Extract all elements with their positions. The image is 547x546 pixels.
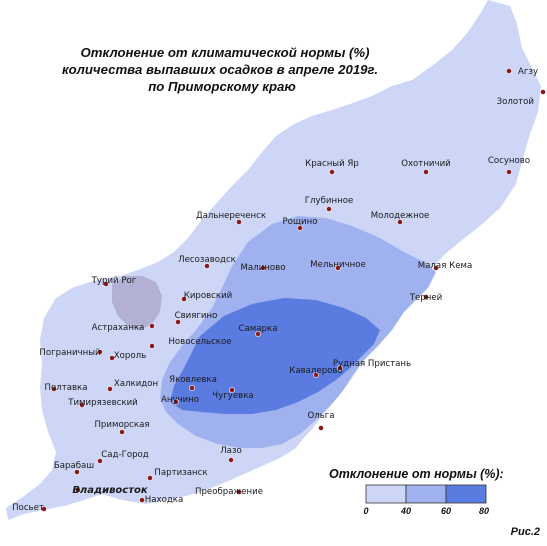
legend-tick-80: 80 [479, 506, 489, 516]
city-26-marker [107, 386, 113, 392]
city-8-marker [297, 225, 303, 231]
city-28-label: Тимирязевский [67, 398, 138, 408]
city-39-marker [139, 497, 145, 503]
city-6-label: Глубинное [305, 196, 354, 206]
city-7-marker [236, 219, 242, 225]
city-17-label: Свиягино [175, 311, 218, 321]
city-25-marker [51, 386, 57, 392]
city-37-marker [75, 487, 81, 493]
city-27-marker [189, 385, 195, 391]
city-1-label: Агзу [518, 67, 538, 77]
city-14-marker [103, 281, 109, 287]
title-line-3: по Приморскому краю [148, 79, 296, 94]
city-35-marker [74, 469, 80, 475]
legend-tick-60: 60 [441, 506, 451, 516]
city-23-marker [337, 365, 343, 371]
city-5-marker [506, 169, 512, 175]
city-21-label: Пограничный [39, 348, 100, 358]
legend-swatch-60-80 [445, 484, 487, 504]
city-36-label: Партизанск [154, 468, 207, 478]
city-28-marker [79, 402, 85, 408]
title-line-1: Отклонение от климатической нормы (%) [80, 45, 369, 60]
city-34-label: Сад-Город [101, 450, 149, 460]
city-27-label: Яковлевка [169, 375, 217, 385]
city-12-label: Мельничное [310, 260, 366, 270]
city-9-label: Молодежное [371, 211, 430, 221]
city-11-label: Малиново [241, 263, 286, 273]
city-14-label: Турий Рог [91, 276, 137, 286]
city-31-label: Приморская [94, 420, 149, 430]
city-3-label: Красный Яр [305, 159, 359, 169]
city-31-marker [119, 429, 125, 435]
city-22-label: Хороль [114, 351, 146, 361]
city-29-marker [173, 399, 179, 405]
city-9-marker [397, 219, 403, 225]
city-16-label: Терней [409, 293, 442, 303]
city-2-marker [540, 89, 546, 95]
city-21-marker [97, 349, 103, 355]
city-10-marker [204, 263, 210, 269]
city-5-label: Сосуново [488, 156, 530, 166]
city-25-label: Полтавка [44, 383, 87, 393]
legend-tick-0: 0 [363, 506, 368, 516]
city-23-label: Рудная Пристань [333, 359, 411, 369]
city-18-label: Астраханка [92, 323, 145, 333]
city-19-marker [149, 343, 155, 349]
city-16-marker [423, 294, 429, 300]
title-line-2: количества выпавших осадков в апреле 201… [62, 62, 378, 77]
city-32-label: Ольга [307, 411, 334, 421]
city-33-marker [228, 457, 234, 463]
figure-label: Рис.2 [511, 526, 540, 538]
city-11-marker [260, 265, 266, 271]
city-19-label: Новосельское [168, 337, 231, 347]
city-15-label: Кировский [184, 291, 233, 301]
city-35-label: Барабаш [54, 461, 94, 471]
city-30-label: Чугуевка [212, 391, 253, 401]
city-20-label: Самарка [239, 324, 278, 334]
city-17-marker [175, 319, 181, 325]
city-26-label: Халкидон [114, 379, 158, 389]
city-1-marker [506, 68, 512, 74]
city-38-label: Преображение [195, 487, 263, 497]
city-33-label: Лазо [220, 446, 242, 456]
legend-swatch-40-60 [405, 484, 447, 504]
city-30-marker [229, 387, 235, 393]
city-37-label: Владивосток [72, 485, 148, 496]
city-40-label: Посьет [12, 503, 44, 513]
legend-swatch-0-40 [365, 484, 407, 504]
city-2-label: Золотой [497, 97, 534, 107]
legend: Отклонение от нормы (%): 0 40 60 80 [329, 467, 504, 516]
city-13-label: Малая Кема [418, 261, 472, 271]
city-24-marker [313, 372, 319, 378]
city-40-marker [41, 506, 47, 512]
city-39-label: Находка [145, 495, 183, 505]
lake-khanka [112, 276, 162, 330]
city-18-marker [149, 323, 155, 329]
city-34-marker [97, 458, 103, 464]
city-7-label: Дальнереченск [196, 211, 266, 221]
city-24-label: Кавалерово [289, 366, 343, 376]
city-10-label: Лесозаводск [178, 255, 236, 265]
deviation-zone-60 [170, 298, 380, 414]
city-38-marker [236, 489, 242, 495]
legend-tick-40: 40 [400, 506, 411, 516]
city-32-marker [318, 425, 324, 431]
city-6-marker [326, 206, 332, 212]
city-4-marker [423, 169, 429, 175]
city-12-marker [335, 265, 341, 271]
city-8-label: Рощино [283, 217, 318, 227]
city-36-marker [147, 475, 153, 481]
map-title: Отклонение от климатической нормы (%) ко… [62, 45, 378, 94]
city-29-label: Анучино [161, 395, 199, 405]
city-markers: Агзу Золотой Красный Яр Охотничий Сосуново Гл… [12, 67, 546, 513]
city-4-label: Охотничий [401, 159, 451, 169]
city-3-marker [329, 169, 335, 175]
city-22-marker [109, 355, 115, 361]
city-20-marker [255, 331, 261, 337]
city-15-marker [181, 296, 187, 302]
city-13-marker [433, 265, 439, 271]
legend-title: Отклонение от нормы (%): [329, 467, 504, 481]
